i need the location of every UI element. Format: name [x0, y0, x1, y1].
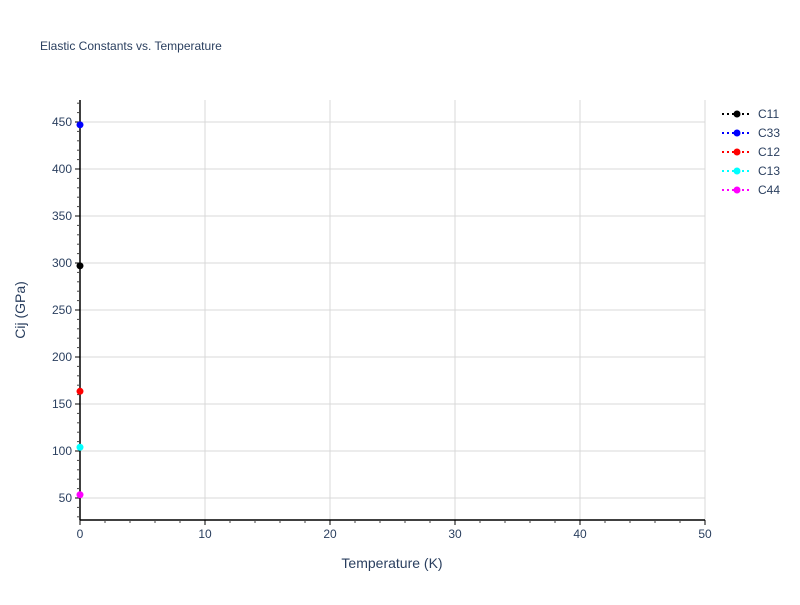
x-axis-label: Temperature (K) — [341, 555, 442, 571]
data-points — [76, 121, 84, 499]
y-tick-label: 350 — [52, 209, 72, 223]
legend-marker — [733, 148, 741, 156]
legend-label: C13 — [758, 164, 780, 178]
legend-marker — [733, 110, 741, 118]
legend-item-c13[interactable]: C13 — [722, 164, 780, 178]
data-point-c44 — [76, 491, 84, 499]
y-tick-label: 200 — [52, 350, 72, 364]
legend-label: C44 — [758, 183, 780, 197]
data-point-c13 — [76, 443, 84, 451]
axes: 50 100 150 200 250 300 350 400 450 0 10 20 30 40 50 — [52, 100, 712, 541]
legend[interactable]: C11 C33 C12 C13 C44 — [722, 107, 780, 197]
data-point-c33 — [76, 121, 84, 129]
y-tick-label: 300 — [52, 256, 72, 270]
chart-title: Elastic Constants vs. Temperature — [40, 39, 222, 53]
y-tick-label: 250 — [52, 303, 72, 317]
y-tick-label: 150 — [52, 397, 72, 411]
y-axis-label: Cij (GPa) — [12, 281, 28, 339]
legend-marker — [733, 129, 741, 137]
y-tick-label: 400 — [52, 162, 72, 176]
legend-label: C11 — [758, 107, 779, 121]
legend-item-c12[interactable]: C12 — [722, 145, 780, 159]
legend-item-c11[interactable]: C11 — [722, 107, 779, 121]
legend-item-c44[interactable]: C44 — [722, 183, 780, 197]
data-point-c12 — [76, 387, 84, 395]
legend-label: C12 — [758, 145, 780, 159]
x-tick-label: 40 — [573, 527, 587, 541]
legend-label: C33 — [758, 126, 780, 140]
data-point-c11 — [76, 262, 84, 270]
x-tick-label: 30 — [448, 527, 462, 541]
y-tick-label: 450 — [52, 115, 72, 129]
x-tick-label: 20 — [323, 527, 337, 541]
y-tick-label: 100 — [52, 444, 72, 458]
x-tick-label: 50 — [698, 527, 712, 541]
x-tick-label: 0 — [77, 527, 84, 541]
legend-marker — [733, 186, 741, 194]
x-tick-label: 10 — [198, 527, 212, 541]
y-tick-label: 50 — [59, 491, 73, 505]
legend-marker — [733, 167, 741, 175]
gridlines — [80, 100, 706, 520]
legend-item-c33[interactable]: C33 — [722, 126, 780, 140]
